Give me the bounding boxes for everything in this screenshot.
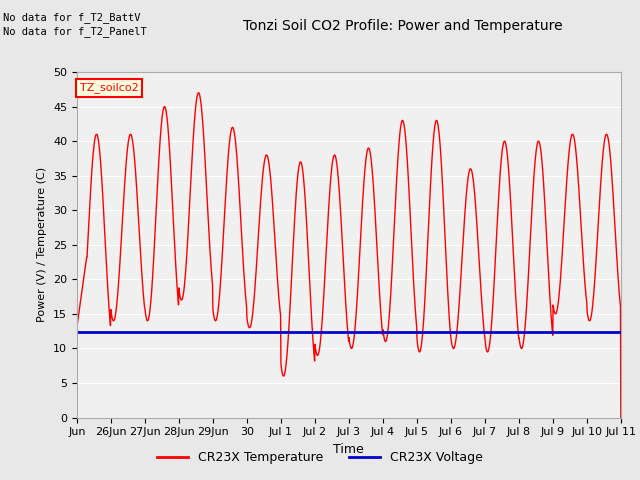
Y-axis label: Power (V) / Temperature (C): Power (V) / Temperature (C) [37, 167, 47, 323]
X-axis label: Time: Time [333, 443, 364, 456]
Text: No data for f_T2_BattV: No data for f_T2_BattV [3, 12, 141, 23]
Text: TZ_soilco2: TZ_soilco2 [79, 83, 138, 93]
Text: Tonzi Soil CO2 Profile: Power and Temperature: Tonzi Soil CO2 Profile: Power and Temper… [243, 19, 563, 33]
Text: No data for f_T2_PanelT: No data for f_T2_PanelT [3, 26, 147, 37]
Legend: CR23X Temperature, CR23X Voltage: CR23X Temperature, CR23X Voltage [152, 446, 488, 469]
